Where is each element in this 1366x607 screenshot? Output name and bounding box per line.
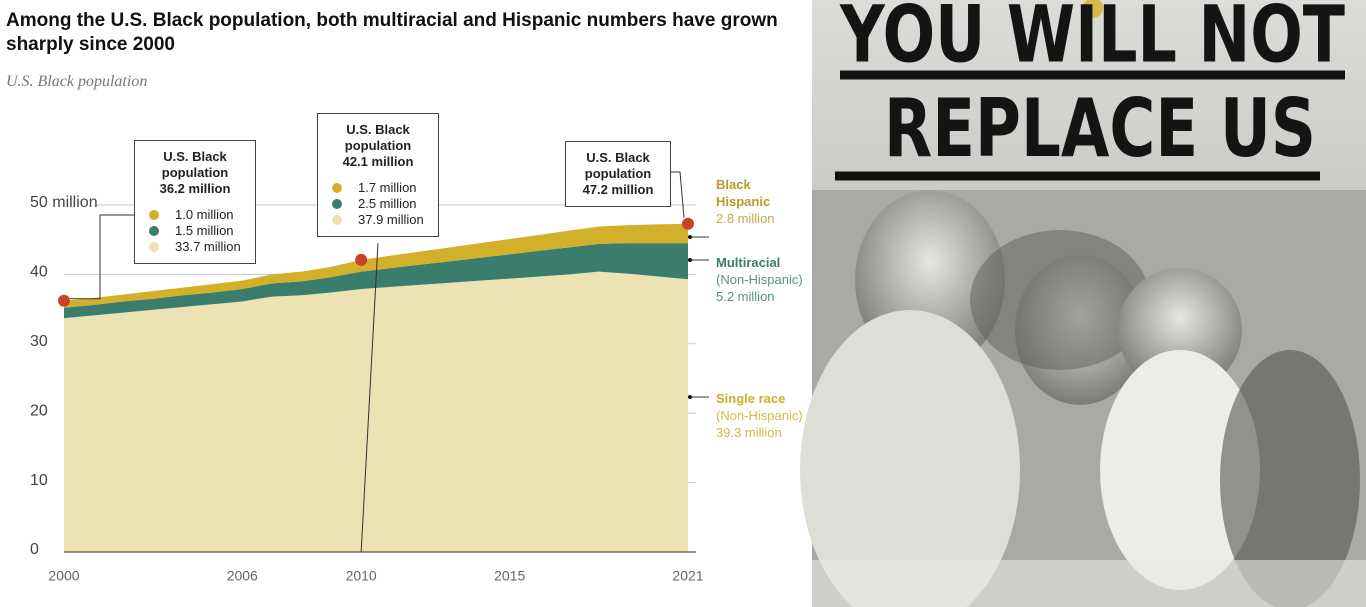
series-label: Multiracial (Non-Hispanic) 5.2 million <box>716 254 816 305</box>
x-tick-label: 2006 <box>227 568 258 584</box>
callout-line: population <box>161 165 229 180</box>
callout-item: 1.5 million <box>141 223 249 239</box>
callout-box: U.S. Black population 47.2 million <box>565 141 671 207</box>
series-name: Black Hispanic <box>716 177 771 209</box>
series-note: (Non-Hispanic) <box>716 408 803 423</box>
label-leader-dot <box>688 258 692 262</box>
x-tick-label: 2010 <box>346 568 377 584</box>
y-tick-label: 10 <box>30 472 48 489</box>
series-label: Single race (Non-Hispanic) 39.3 million <box>716 390 816 441</box>
total-dot <box>58 294 70 307</box>
x-tick-label: 2000 <box>48 568 79 584</box>
callout-leader <box>70 214 134 300</box>
y-tick-label: 30 <box>30 333 48 350</box>
y-tick-label: 0 <box>30 541 39 558</box>
spacer <box>141 197 249 207</box>
spacer <box>324 170 432 180</box>
chart-subtitle: U.S. Black population <box>6 73 148 90</box>
chart-title: Among the U.S. Black population, both mu… <box>6 10 778 55</box>
callout-item: 1.0 million <box>141 207 249 223</box>
x-tick-label: 2021 <box>672 568 703 584</box>
series-label: Black Hispanic 2.8 million <box>716 176 816 227</box>
area <box>64 223 688 308</box>
callout-leader <box>671 171 685 218</box>
callout-line: U.S. Black <box>163 149 227 164</box>
callout-item: 1.7 million <box>324 180 432 196</box>
callout-line: population <box>344 138 412 153</box>
y-tick-label: 20 <box>30 402 48 419</box>
poster-text: YOU WILL NOT <box>839 0 1345 80</box>
series-note: 39.3 million <box>716 425 782 440</box>
legend-swatch <box>332 215 342 225</box>
series-note: 5.2 million <box>716 289 775 304</box>
total-dot <box>682 217 694 230</box>
y-tick-label: 40 <box>30 264 48 281</box>
legend-swatch <box>149 226 159 236</box>
callout-value: 37.9 million <box>358 212 424 227</box>
label-leader-dot <box>688 235 692 239</box>
legend-swatch <box>149 210 159 220</box>
callout-value: 1.5 million <box>175 223 234 238</box>
series-note: 2.8 million <box>716 211 775 226</box>
callout-line: U.S. Black <box>346 122 410 137</box>
area <box>64 271 688 552</box>
callout-value: 1.0 million <box>175 207 234 222</box>
poster-text: REPLACE US <box>884 82 1316 175</box>
callout-line: 42.1 million <box>342 154 414 169</box>
callout-box: U.S. Black population 36.2 million 1.0 mill… <box>134 140 256 264</box>
callout-line: population <box>584 166 652 181</box>
callout-item: 33.7 million <box>141 239 249 255</box>
legend-swatch <box>149 242 159 252</box>
x-tick-label: 2015 <box>494 568 525 584</box>
total-dot <box>355 253 368 266</box>
callout-line: 36.2 million <box>159 181 231 196</box>
callout-line: U.S. Black <box>586 150 650 165</box>
series-name: Single race <box>716 391 786 406</box>
callout-item: 2.5 million <box>324 196 432 212</box>
callout-value: 1.7 million <box>358 180 417 195</box>
callout-value: 2.5 million <box>358 196 417 211</box>
legend-swatch <box>332 199 342 209</box>
legend-swatch <box>332 183 342 193</box>
callout-value: 33.7 million <box>175 239 241 254</box>
plot: 0 10 20 30 40 50 million 2000 2006 2010 2015 2021 <box>30 194 704 583</box>
series-name: Multiracial <box>716 255 781 270</box>
label-leader-dot <box>688 395 692 399</box>
callout-item: 37.9 million <box>324 212 432 228</box>
series-note: (Non-Hispanic) <box>716 272 803 287</box>
callout-leader <box>360 242 379 553</box>
y-tick-label: 50 million <box>30 194 98 211</box>
callout-box: U.S. Black population 42.1 million 1.7 mill… <box>317 113 439 237</box>
callout-line: 47.2 million <box>582 182 654 197</box>
